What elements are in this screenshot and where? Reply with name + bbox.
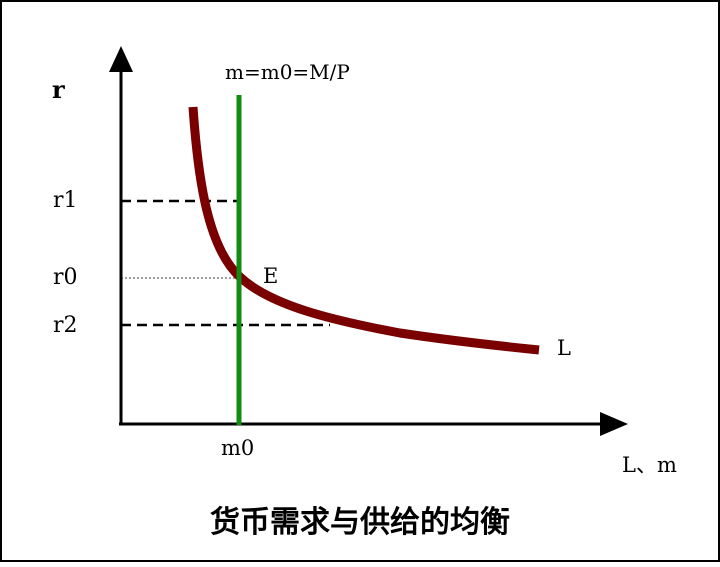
supply-label: m=m0=M/P bbox=[225, 60, 350, 84]
r2-label: r2 bbox=[53, 313, 78, 338]
x-axis-arrow bbox=[600, 412, 628, 436]
diagram-caption: 货币需求与供给的均衡 bbox=[210, 505, 510, 540]
equilibrium-label: E bbox=[263, 264, 278, 288]
m0-tick-label: m0 bbox=[221, 436, 254, 460]
demand-curve bbox=[188, 106, 540, 355]
x-axis-label: L、m bbox=[622, 453, 677, 477]
y-axis-arrow bbox=[109, 46, 133, 72]
r1-label: r1 bbox=[53, 188, 78, 213]
demand-label: L bbox=[557, 336, 571, 360]
y-axis-label: r bbox=[52, 75, 65, 104]
r0-label: r0 bbox=[53, 265, 78, 290]
